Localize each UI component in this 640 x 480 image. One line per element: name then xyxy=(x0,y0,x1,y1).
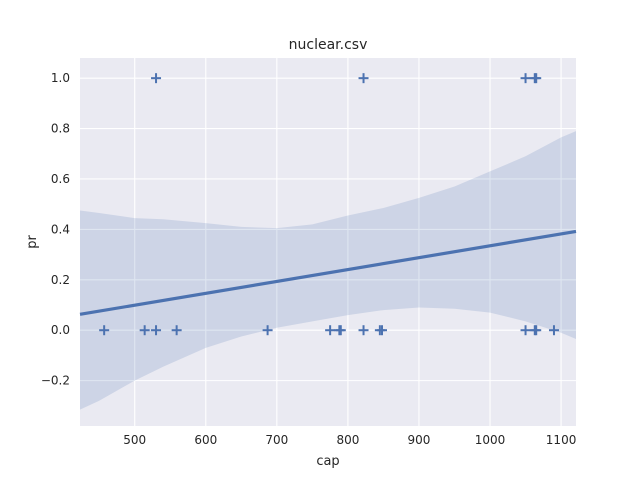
y-tick-label: 0.8 xyxy=(51,122,70,136)
data-point xyxy=(262,325,273,336)
y-tick-label: 0.2 xyxy=(51,273,70,287)
data-point xyxy=(377,325,388,336)
confidence-band xyxy=(80,131,576,410)
y-axis-label: pr xyxy=(25,235,40,249)
data-point xyxy=(531,325,542,336)
data-point xyxy=(99,325,110,336)
y-tick-label: 0.6 xyxy=(51,172,70,186)
data-point xyxy=(171,325,182,336)
x-tick-label: 1100 xyxy=(546,433,577,447)
y-tick-label: 1.0 xyxy=(51,71,70,85)
x-tick-label: 700 xyxy=(265,433,288,447)
data-point xyxy=(358,73,369,84)
x-axis-label: cap xyxy=(316,454,339,469)
x-tick-label: 500 xyxy=(123,433,146,447)
data-point xyxy=(139,325,150,336)
data-point xyxy=(358,325,369,336)
data-point xyxy=(151,325,162,336)
x-tick-label: 900 xyxy=(408,433,431,447)
data-point xyxy=(548,325,559,336)
y-tick-label: −0.2 xyxy=(41,374,70,388)
data-point xyxy=(325,325,336,336)
x-tick-label: 1000 xyxy=(475,433,506,447)
data-point xyxy=(151,73,162,84)
y-tick-label: 0.4 xyxy=(51,222,70,236)
data-point xyxy=(531,73,542,84)
data-point xyxy=(520,325,531,336)
y-tick-label: 0.0 xyxy=(51,323,70,337)
y-tick-labels: −0.2 0.0 0.2 0.4 0.6 0.8 1.0 xyxy=(41,71,70,387)
regression-line xyxy=(79,229,577,316)
x-tick-labels: 500 600 700 800 900 1000 1100 xyxy=(123,433,576,447)
chart-title: nuclear.csv xyxy=(289,37,368,53)
grid xyxy=(80,58,576,426)
x-tick-label: 800 xyxy=(336,433,359,447)
scatter-points xyxy=(99,73,559,336)
data-point xyxy=(520,73,531,84)
plot-background xyxy=(80,58,576,426)
x-tick-label: 600 xyxy=(194,433,217,447)
data-point xyxy=(335,325,346,336)
